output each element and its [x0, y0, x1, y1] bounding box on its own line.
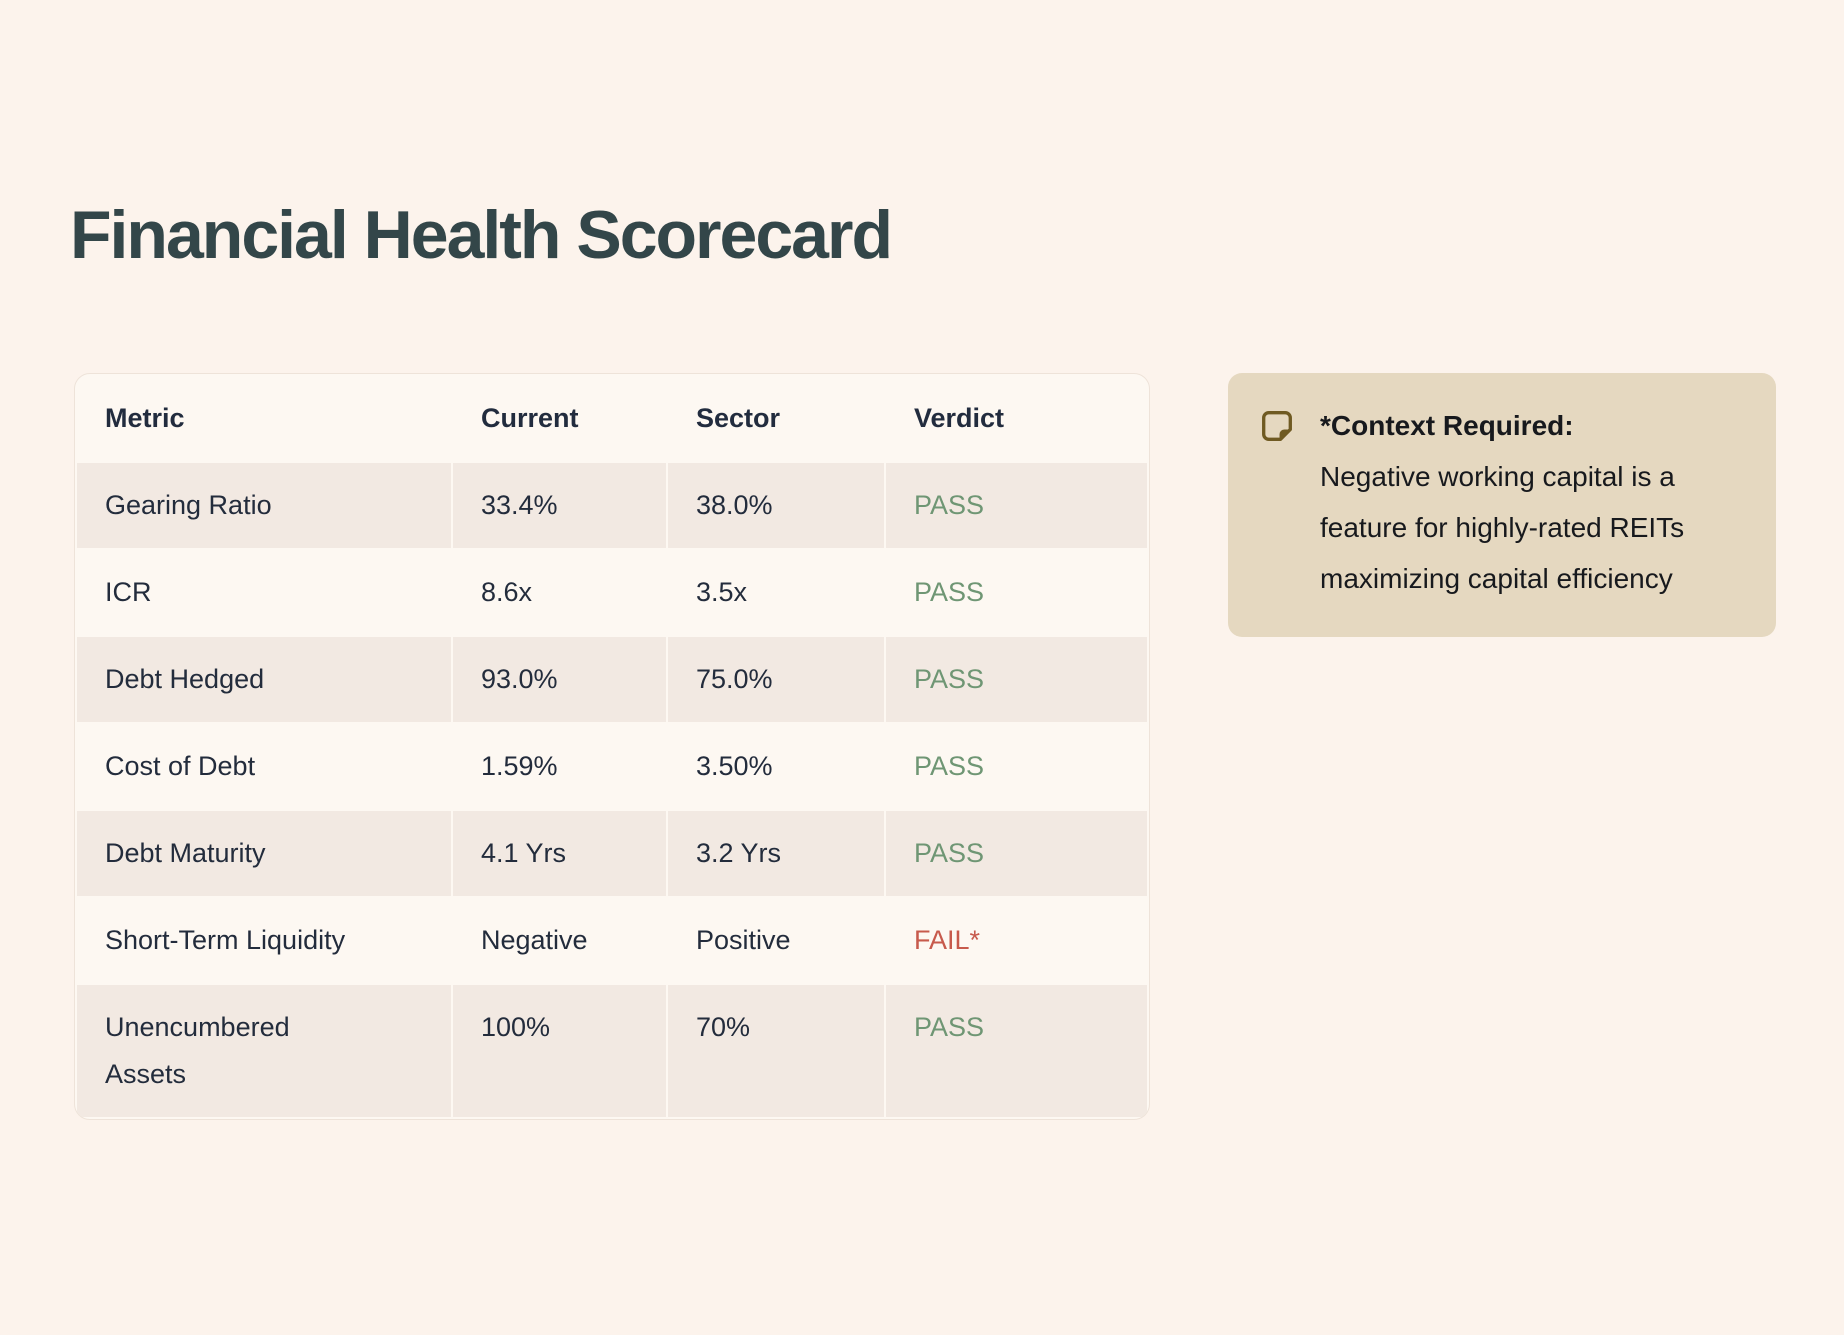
context-note-card: *Context Required: Negative working capi… [1228, 373, 1776, 637]
verdict-cell: FAIL* [914, 925, 981, 955]
current-cell: 33.4% [453, 463, 666, 548]
current-cell: 93.0% [453, 637, 666, 722]
metric-cell: ICR [105, 577, 152, 607]
metric-cell: Short-Term Liquidity [105, 925, 346, 955]
sector-cell: 38.0% [668, 463, 884, 548]
context-note-text: *Context Required: Negative working capi… [1320, 400, 1740, 610]
metric-cell: Cost of Debt [105, 751, 256, 781]
sticky-note-icon [1258, 400, 1296, 610]
table-row: ICR 8.6x 3.5x PASS [77, 550, 1147, 635]
verdict-cell: PASS [914, 577, 985, 607]
page-title: Financial Health Scorecard [70, 197, 893, 273]
table-row: Unencumbered Assets 100% 70% PASS [77, 985, 1147, 1117]
current-cell: 1.59% [481, 751, 558, 781]
table-row: Gearing Ratio 33.4% 38.0% PASS [77, 463, 1147, 548]
table-row: Debt Hedged 93.0% 75.0% PASS [77, 637, 1147, 722]
verdict-cell: PASS [914, 751, 985, 781]
verdict-cell: PASS [886, 985, 1147, 1117]
column-header-metric: Metric [105, 403, 185, 433]
verdict-cell: PASS [886, 811, 1147, 896]
sector-cell: 3.5x [696, 577, 748, 607]
table-header-row: Metric Current Sector Verdict [77, 376, 1147, 461]
column-header-verdict: Verdict [914, 403, 1005, 433]
table-row: Cost of Debt 1.59% 3.50% PASS [77, 724, 1147, 809]
current-cell: Negative [481, 925, 588, 955]
table-row: Debt Maturity 4.1 Yrs 3.2 Yrs PASS [77, 811, 1147, 896]
sector-cell: 3.50% [696, 751, 773, 781]
current-cell: 4.1 Yrs [453, 811, 666, 896]
sector-cell: Positive [696, 925, 791, 955]
metric-cell: Gearing Ratio [77, 463, 451, 548]
current-cell: 100% [453, 985, 666, 1117]
table-row: Short-Term Liquidity Negative Positive F… [77, 898, 1147, 983]
context-note-title: *Context Required: [1320, 410, 1574, 441]
sector-cell: 3.2 Yrs [668, 811, 884, 896]
current-cell: 8.6x [481, 577, 533, 607]
metric-cell: Debt Maturity [77, 811, 451, 896]
metric-cell: Unencumbered Assets [77, 985, 451, 1117]
metric-cell: Debt Hedged [77, 637, 451, 722]
column-header-current: Current [481, 403, 579, 433]
context-note-body: Negative working capital is a feature fo… [1320, 461, 1685, 594]
column-header-sector: Sector [696, 403, 781, 433]
sector-cell: 70% [668, 985, 884, 1117]
scorecard-table-card: Metric Current Sector Verdict Gearing Ra… [74, 373, 1150, 1120]
scorecard-table: Metric Current Sector Verdict Gearing Ra… [75, 374, 1149, 1119]
verdict-cell: PASS [886, 637, 1147, 722]
verdict-cell: PASS [886, 463, 1147, 548]
sector-cell: 75.0% [668, 637, 884, 722]
